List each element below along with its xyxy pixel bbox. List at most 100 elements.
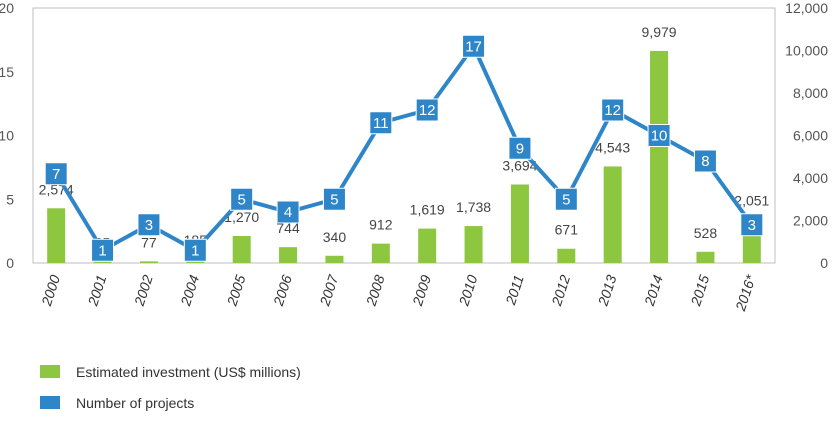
left-tick-label: 20 <box>0 0 14 16</box>
left-tick-label: 5 <box>6 191 14 207</box>
right-axis: 0 2,000 4,000 6,000 8,000 10,000 12,000 <box>785 0 828 271</box>
projects-marker-label: 5 <box>562 191 570 208</box>
projects-line <box>54 44 754 253</box>
investment-bar <box>279 247 298 263</box>
x-tick-label: 2011 <box>502 273 527 308</box>
investment-bar <box>510 184 529 263</box>
right-tick-label: 10,000 <box>785 43 828 59</box>
investment-bar <box>603 166 622 263</box>
right-tick-label: 8,000 <box>793 85 828 101</box>
right-tick-label: 4,000 <box>793 170 828 186</box>
investment-bar-label: 528 <box>694 225 718 241</box>
projects-marker-label: 17 <box>465 38 482 55</box>
x-tick-label: 2006 <box>270 273 295 309</box>
x-axis: 2000 2001 2002 2004 2005 2006 2007 2008 2009 2010… <box>38 272 759 314</box>
projects-marker <box>137 213 161 237</box>
investment-bar <box>139 261 158 263</box>
legend-item-projects: Number of projects <box>40 387 301 418</box>
projects-marker <box>601 98 625 122</box>
projects-marker-label: 5 <box>238 191 246 208</box>
investment-bar-label: 4,543 <box>595 139 630 155</box>
x-tick-label: 2000 <box>38 273 63 309</box>
projects-marker-label: 8 <box>701 153 709 170</box>
projects-marker <box>91 238 115 262</box>
investment-bar <box>325 255 344 263</box>
investment-bar <box>696 251 715 263</box>
projects-marker-label: 7 <box>52 166 60 183</box>
projects-marker-label: 10 <box>651 128 668 145</box>
projects-marker <box>554 187 578 211</box>
x-tick-label: 2002 <box>131 273 156 309</box>
projects-marker <box>183 238 207 262</box>
investment-bar-label: 1,270 <box>224 209 259 225</box>
projects-marker-label: 5 <box>330 191 338 208</box>
x-tick-label: 2013 <box>594 273 619 309</box>
projects-marker-label: 12 <box>604 102 621 119</box>
projects-marker-label: 4 <box>284 204 292 221</box>
investment-bar-label: 9,979 <box>642 24 677 40</box>
legend: Estimated investment (US$ millions) Numb… <box>40 356 301 418</box>
projects-marker <box>230 187 254 211</box>
legend-swatch-investment <box>40 365 60 378</box>
left-tick-label: 0 <box>6 255 14 271</box>
x-tick-label: 2005 <box>223 273 248 309</box>
projects-marker <box>369 111 393 135</box>
projects-marker-label: 1 <box>191 242 199 259</box>
investment-bar <box>93 261 112 263</box>
right-tick-label: 12,000 <box>785 0 828 16</box>
left-axis: 0 5 10 15 20 <box>0 0 14 271</box>
investment-bar <box>232 236 251 263</box>
right-tick-label: 0 <box>820 255 828 271</box>
investment-bar-label: 77 <box>141 234 157 250</box>
x-tick-label: 2015 <box>687 273 712 309</box>
plot-area-frame <box>32 7 776 264</box>
legend-label-projects: Number of projects <box>76 394 195 411</box>
projects-marker <box>508 136 532 160</box>
investment-bar-label: 1,619 <box>410 202 445 218</box>
investment-bar-label: 744 <box>276 220 300 236</box>
x-tick-label: 2014 <box>641 273 666 309</box>
investment-bar-label: 1,738 <box>456 199 491 215</box>
x-tick-label: 2012 <box>548 273 573 309</box>
investment-bar <box>371 243 390 263</box>
x-tick-label: 2001 <box>84 273 109 309</box>
projects-marker <box>322 187 346 211</box>
projects-marker-label: 9 <box>516 140 524 157</box>
projects-marker-label: 1 <box>98 242 106 259</box>
projects-marker-label: 11 <box>373 115 389 132</box>
left-tick-label: 10 <box>0 128 14 144</box>
x-tick-label: 2016* <box>732 272 759 313</box>
x-tick-label: 2007 <box>316 272 342 309</box>
x-tick-label: 2008 <box>363 273 388 309</box>
investment-bars <box>47 50 761 263</box>
legend-item-investment: Estimated investment (US$ millions) <box>40 356 301 387</box>
investment-bar-label: 671 <box>555 222 579 238</box>
x-tick-label: 2004 <box>177 273 202 309</box>
investment-bar-labels: 2,57465771851,2707443409121,6191,7383,69… <box>39 24 770 251</box>
projects-marker <box>740 213 764 237</box>
projects-marker <box>276 200 300 224</box>
investment-bar-label: 912 <box>369 217 393 233</box>
projects-marker <box>693 149 717 173</box>
x-tick-label: 2010 <box>455 273 480 309</box>
legend-swatch-projects <box>40 396 60 409</box>
left-tick-label: 15 <box>0 64 14 80</box>
investment-bar <box>47 208 66 263</box>
investment-bar-label: 2,051 <box>734 192 769 208</box>
projects-marker <box>462 34 486 58</box>
projects-marker <box>44 162 68 186</box>
x-tick-label: 2009 <box>409 273 434 309</box>
projects-marker-label: 3 <box>145 217 153 234</box>
legend-label-investment: Estimated investment (US$ millions) <box>76 363 301 380</box>
investment-bar <box>464 226 483 263</box>
projects-markers: 7 1 3 1 5 4 5 11 12 17 9 5 12 10 8 3 <box>44 34 764 262</box>
investment-bar <box>557 248 576 263</box>
investment-bar-label: 340 <box>323 229 347 245</box>
projects-marker <box>415 98 439 122</box>
projects-marker <box>647 124 671 147</box>
investment-bar <box>418 228 437 263</box>
right-tick-label: 2,000 <box>793 213 828 229</box>
projects-marker-label: 3 <box>748 217 756 234</box>
investment-bar <box>650 50 669 263</box>
right-tick-label: 6,000 <box>793 128 828 144</box>
